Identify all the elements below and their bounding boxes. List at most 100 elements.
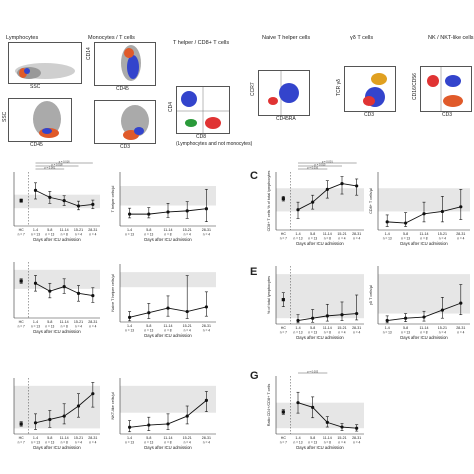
y-axis-label: CD8+ T cells % of total lymphocytes [267,171,271,232]
flow-axis-cd3-b: CD3 [364,112,375,118]
n-label: n = 8 [164,441,171,445]
data-point-hc [281,298,285,302]
y-axis-label: Ratio CD4+/CD8+ T cells [267,384,271,427]
data-point [33,281,38,285]
tick-label: 11-14 [164,436,173,440]
n-label: n = 13 [308,237,317,241]
significance-label: p = 0.018 [52,162,63,166]
data-point [204,305,208,309]
data-point [355,184,359,188]
tick-label: 11-14 [164,324,173,328]
panel-letter-c: C [250,170,258,182]
data-point [385,318,389,323]
n-label: n = 7 [18,325,25,329]
tick-label: 11-14 [323,232,332,236]
n-label: n = 7 [18,441,25,445]
tick-label: 1-4 [127,436,132,440]
n-label: n = 8 [324,331,331,335]
x-axis-label: Days after ICU admission [33,329,81,334]
data-point [296,208,300,212]
n-label: n = 4 [75,233,82,237]
significance-label: p = 0.003 [307,369,318,373]
data-point [147,212,151,216]
data-point [33,421,38,425]
reference-band [120,272,216,288]
tick-label: 5-8 [310,232,315,236]
flow-scatter-cd4-cd8 [177,87,229,133]
tick-label: 5-8 [146,324,151,328]
data-point [440,308,444,312]
y-axis-label: CD8+ T cells/µl [369,188,373,214]
n-label: n = 7 [280,237,287,241]
n-label: n = 4 [439,331,446,335]
n-label: n = 4 [75,441,82,445]
x-axis-label: Days after ICU admission [296,241,344,246]
n-label: n = 4 [203,329,210,333]
tick-label: 5-8 [146,228,151,232]
data-point-hc [19,199,23,203]
tick-label: HC [19,320,25,324]
tick-label: 15-21 [74,436,83,440]
data-point [91,294,95,298]
n-label: n = 4 [457,237,464,241]
data-point [325,187,329,191]
n-label: n = 8 [61,233,68,237]
n-label: n = 8 [324,441,331,445]
n-label: n = 4 [184,329,191,333]
flow-header-monocytes: Monocytes / T cells [88,35,135,41]
n-label: n = 4 [338,237,345,241]
tick-label: 28-31 [88,320,97,324]
tick-label: 11-14 [420,326,429,330]
panel-letter-g: G [250,370,259,382]
data-point [147,311,151,315]
n-label: n = 4 [89,233,96,237]
data-point [204,398,208,402]
y-axis-label: % of total lymphocytes [267,276,271,314]
reference-band [378,274,470,314]
n-label: n = 4 [353,331,360,335]
flow-axis-cd3: CD3 [120,144,131,150]
tick-label: 28-31 [202,324,211,328]
data-point [166,210,170,214]
x-axis-label: Days after ICU admission [296,445,344,450]
n-label: n = 8 [61,441,68,445]
n-label: n = 4 [353,237,360,241]
n-label: n = 13 [31,441,40,445]
flow-gate-note: (Lymphocytes and not monocytes) [176,141,253,147]
data-point [311,316,315,320]
data-point-hc [19,279,23,283]
data-point [355,426,359,430]
data-point [459,301,463,305]
flow-header-thelper: T helper / CD8+ T cells [173,40,230,46]
tick-label: 1-4 [33,436,38,440]
data-point [404,221,408,225]
tick-label: 1-4 [33,320,38,324]
data-point [128,212,132,216]
reference-band [276,188,364,212]
tick-label: 11-14 [60,436,69,440]
reference-band [120,186,216,206]
tick-label: HC [19,436,25,440]
flow-scatter-cd3 [121,105,149,140]
n-label: n = 4 [89,441,96,445]
significance-label: p = 0.001 [44,165,55,169]
reference-band [14,194,100,209]
flow-axis-cd3-c: CD3 [442,112,453,118]
n-label: n = 8 [164,329,171,333]
x-axis-label: Days after ICU admission [296,335,344,340]
tick-label: 1-4 [385,326,390,330]
tick-label: HC [281,436,287,440]
flow-header-lymphocytes: Lymphocytes [6,35,39,41]
tick-label: 15-21 [337,326,346,330]
n-label: n = 4 [353,441,360,445]
data-point [311,200,315,204]
tick-label: 11-14 [60,228,69,232]
data-point [33,188,38,192]
flow-header-naive: Naive T helper cells [262,35,311,41]
data-point [128,425,132,429]
flow-header-gd: γδ T cells [350,35,374,41]
